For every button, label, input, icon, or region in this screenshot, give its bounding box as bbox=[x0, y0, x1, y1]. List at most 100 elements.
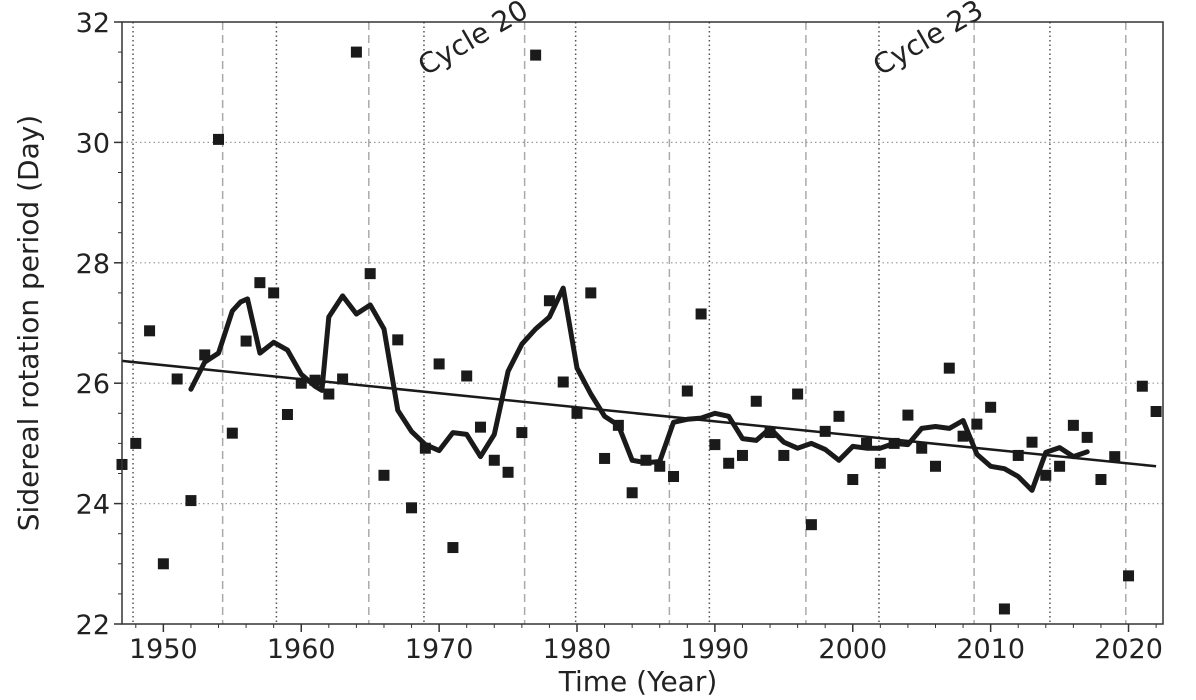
data-point bbox=[337, 373, 349, 385]
data-point bbox=[502, 466, 514, 478]
x-tick-label: 1980 bbox=[543, 634, 612, 665]
data-point bbox=[1109, 451, 1121, 463]
cycle-annotation: Cycle 20 bbox=[412, 0, 533, 82]
data-point bbox=[226, 427, 238, 439]
x-tick-label: 1970 bbox=[405, 634, 474, 665]
cycle-vertical-lines bbox=[132, 22, 1127, 624]
ticks: 22 24 26 28 30 32 1950 1960 1970 1980 1990 2000 2010… bbox=[76, 8, 1163, 665]
data-point bbox=[888, 437, 900, 449]
data-point bbox=[364, 268, 376, 280]
x-tick-label: 2010 bbox=[956, 634, 1025, 665]
data-point bbox=[433, 358, 445, 370]
data-point bbox=[461, 370, 473, 382]
data-point bbox=[157, 558, 169, 570]
data-point bbox=[1136, 380, 1148, 392]
data-point bbox=[778, 449, 790, 461]
x-tick-label: 1960 bbox=[267, 634, 336, 665]
annotations: Cycle 20 Cycle 23 bbox=[412, 0, 988, 82]
x-tick-label: 2000 bbox=[818, 634, 887, 665]
data-point bbox=[323, 388, 335, 400]
data-point bbox=[668, 471, 680, 483]
linear-fit-line bbox=[121, 359, 1157, 468]
data-point bbox=[1081, 431, 1093, 443]
y-tick-label: 30 bbox=[76, 128, 110, 159]
data-point bbox=[419, 442, 431, 454]
data-point bbox=[874, 457, 886, 469]
data-point bbox=[929, 460, 941, 472]
data-point bbox=[557, 376, 569, 388]
data-point bbox=[626, 487, 638, 499]
horizontal-gridlines bbox=[122, 141, 1163, 505]
data-point bbox=[516, 427, 528, 439]
data-point bbox=[957, 430, 969, 442]
data-point bbox=[543, 295, 555, 307]
x-axis-label: Time (Year) bbox=[558, 665, 718, 698]
data-point bbox=[295, 377, 307, 389]
data-point bbox=[378, 469, 390, 481]
data-point bbox=[1095, 474, 1107, 486]
data-point bbox=[1067, 419, 1079, 431]
data-point bbox=[213, 133, 225, 145]
data-point bbox=[350, 46, 362, 58]
y-tick-label: 28 bbox=[76, 249, 110, 280]
data-point bbox=[985, 401, 997, 413]
data-point bbox=[130, 437, 142, 449]
data-point bbox=[1150, 405, 1162, 417]
data-point bbox=[654, 460, 666, 472]
data-point bbox=[819, 425, 831, 437]
y-tick-label: 26 bbox=[76, 369, 110, 400]
data-point bbox=[971, 418, 983, 430]
x-tick-label: 1990 bbox=[681, 634, 750, 665]
data-point bbox=[709, 439, 721, 451]
data-point bbox=[530, 49, 542, 61]
data-point bbox=[171, 373, 183, 385]
data-point bbox=[943, 362, 955, 374]
data-point bbox=[861, 437, 873, 449]
data-point bbox=[847, 474, 859, 486]
data-point bbox=[640, 454, 652, 466]
data-point bbox=[833, 410, 845, 422]
data-point bbox=[612, 419, 624, 431]
data-point bbox=[902, 409, 914, 421]
y-tick-label: 32 bbox=[76, 8, 110, 39]
data-point bbox=[488, 454, 500, 466]
data-point bbox=[805, 519, 817, 531]
data-point bbox=[736, 449, 748, 461]
data-point bbox=[1026, 436, 1038, 448]
data-point bbox=[281, 409, 293, 421]
smoothed-line bbox=[188, 285, 1090, 493]
data-point bbox=[474, 421, 486, 433]
data-point bbox=[309, 374, 321, 386]
cycle-annotation: Cycle 23 bbox=[867, 0, 988, 82]
data-point bbox=[144, 325, 156, 337]
data-point bbox=[199, 349, 211, 361]
data-point bbox=[998, 603, 1010, 615]
data-point bbox=[916, 442, 928, 454]
linear-fit bbox=[121, 359, 1157, 468]
data-point bbox=[1040, 469, 1052, 481]
data-point bbox=[585, 287, 597, 299]
plot-frame bbox=[121, 21, 1164, 625]
data-point bbox=[681, 385, 693, 397]
data-point bbox=[750, 395, 762, 407]
data-point bbox=[254, 277, 266, 289]
data-point bbox=[764, 427, 776, 439]
x-tick-label: 1950 bbox=[129, 634, 198, 665]
data-point bbox=[447, 542, 459, 554]
y-tick-label: 24 bbox=[76, 490, 110, 521]
data-point bbox=[695, 308, 707, 320]
y-tick-label: 22 bbox=[76, 610, 110, 641]
data-point bbox=[599, 452, 611, 464]
smoothed-curve bbox=[188, 285, 1090, 493]
axes bbox=[121, 21, 1164, 625]
data-point bbox=[571, 407, 583, 419]
data-point bbox=[1012, 449, 1024, 461]
data-point bbox=[723, 457, 735, 469]
data-points bbox=[116, 46, 1162, 615]
data-point bbox=[1123, 570, 1135, 582]
y-axis-label: Sidereal rotation period (Day) bbox=[12, 115, 45, 531]
data-point bbox=[406, 502, 418, 514]
x-tick-label: 2020 bbox=[1094, 634, 1163, 665]
data-point bbox=[792, 388, 804, 400]
